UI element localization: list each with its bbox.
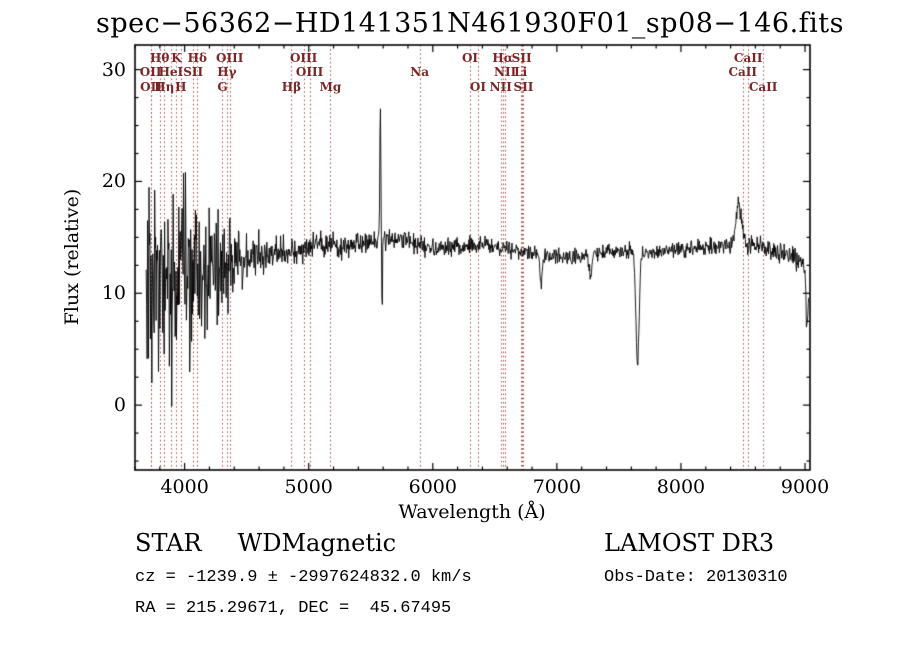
x-tick-label: 9000 <box>780 476 830 498</box>
spectral-line-label: Li <box>514 65 528 79</box>
obs-date: Obs-Date: 20130310 <box>604 568 788 587</box>
spectral-line-label: OI <box>461 51 479 65</box>
y-tick-label: 20 <box>101 170 126 193</box>
spectral-line-label: Hθ <box>150 51 170 65</box>
spectral-line-label: CaII <box>733 51 763 65</box>
spectral-line-label: G <box>217 80 228 94</box>
spectral-line-label: SII <box>511 51 532 65</box>
spectral-line-label: OII <box>139 65 162 79</box>
spectral-line-label: NII <box>494 65 517 79</box>
y-tick-label: 30 <box>101 58 126 81</box>
x-tick-label: 8000 <box>656 476 706 498</box>
spectral-line-label: Hδ <box>187 51 207 65</box>
spectral-line-label: OIII <box>216 51 244 65</box>
ra-dec: RA = 215.29671, DEC = 45.67495 <box>135 599 452 618</box>
spectral-line-label: OI <box>469 80 486 94</box>
spectral-line-label: HeI <box>158 65 184 79</box>
plot-title: spec−56362−HD141351N461930F01_sp08−146.f… <box>96 8 844 39</box>
spectral-line-label: K <box>171 51 182 65</box>
spectral-line-label: SII <box>513 80 534 94</box>
spectral-line-label: OII <box>140 80 162 94</box>
spectral-line-label: Hα <box>492 51 513 65</box>
spectral-line-label: OIII <box>295 65 324 79</box>
object-class: STAR <box>135 529 202 557</box>
spectral-line-label: Hη <box>154 80 175 94</box>
spectral-line-label: NII <box>489 80 512 94</box>
spectral-line-label: OIII <box>289 51 318 65</box>
spectral-line-label: CaII <box>728 65 758 79</box>
x-tick-label: 6000 <box>408 476 457 498</box>
cz-value: cz = -1239.9 ± -2997624832.0 km/s <box>135 568 472 587</box>
survey-label: LAMOST DR3 <box>604 529 775 557</box>
spectral-line-label: SII <box>183 65 204 79</box>
spectral-line-label: CaII <box>748 80 778 94</box>
x-tick-label: 7000 <box>532 476 582 498</box>
spectral-line-label: Na <box>410 65 430 79</box>
y-tick-label: 0 <box>113 394 126 417</box>
spectral-line-label: Hγ <box>217 65 237 79</box>
y-axis-label: Flux (relative) <box>61 188 83 326</box>
spectral-line-label: Mg <box>319 80 342 94</box>
object-class-line: STAR WDMagnetic <box>135 529 396 557</box>
x-tick-label: 5000 <box>284 476 333 498</box>
object-subclass: WDMagnetic <box>237 529 397 557</box>
x-axis-label: Wavelength (Å) <box>398 501 546 523</box>
spectral-line-label: H <box>175 80 187 94</box>
y-tick-label: 10 <box>101 282 126 305</box>
spectral-line-label: Hβ <box>281 80 302 94</box>
x-tick-label: 4000 <box>160 476 209 498</box>
